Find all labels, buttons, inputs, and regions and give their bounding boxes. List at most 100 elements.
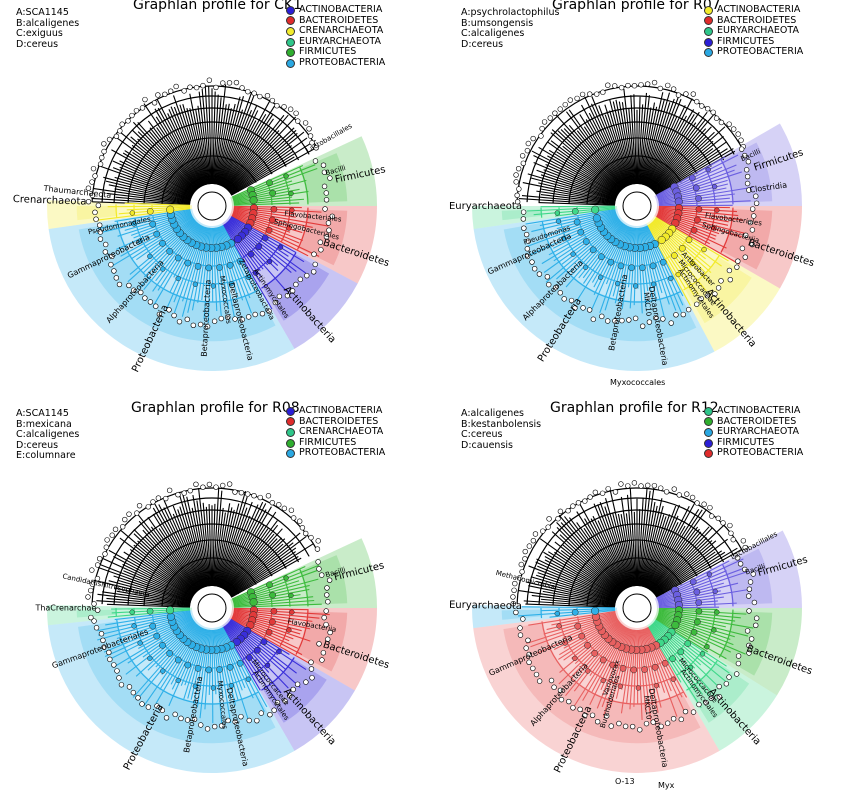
clade-node [650,263,656,269]
leaf-node [566,508,571,513]
leaf-node [540,529,545,534]
clade-node [668,276,673,281]
leaf-node [324,191,329,196]
leaf-node [699,104,704,109]
leaf-node [108,262,113,267]
clade-node [600,657,606,663]
leaf-node [321,163,326,168]
leaf-node [194,482,199,487]
branch [561,130,621,191]
clade-node [706,167,711,172]
leaf-node [548,116,553,121]
clade-node [166,606,174,614]
leaf-node [156,496,161,501]
leaf-node [609,724,614,729]
leaf-node [227,80,232,85]
clade-node [250,598,258,606]
leaf-node [552,685,557,690]
leaf-node [127,512,132,517]
leaf-node [582,499,587,504]
leaf-node [319,573,324,578]
leaf-node [717,684,722,689]
leaf-node [111,663,116,668]
clade-label: ThaCrenarchae [34,604,96,613]
leaf-node [322,184,327,189]
leaf-node [605,319,610,324]
branch-arc [541,208,542,218]
leaf-node [102,149,107,154]
leaf-node [563,102,568,107]
leaf-node [324,197,329,202]
clade-node [237,660,243,666]
leaf-node [94,217,99,222]
clade-node [555,611,560,616]
clade-node [695,195,701,201]
leaf-node [113,527,118,532]
leaf-node [747,587,752,592]
leaf-node [519,562,524,567]
leaf-node [110,533,115,538]
leaf-node [754,201,759,206]
clade-node [130,610,135,615]
clade-node [556,219,561,224]
clade-node [160,669,165,674]
leaf-node [518,633,523,638]
leaf-node [91,166,96,171]
leaf-node [540,126,545,131]
leaf-node [313,159,318,164]
leaf-node [520,569,525,574]
clade-node [660,259,666,265]
leaf-node [136,695,141,700]
leaf-node [90,180,95,185]
leaf-node [632,83,637,88]
leaf-node [587,92,592,97]
clade-node [175,255,181,261]
leaf-node [644,721,649,726]
panel-r07: Graphlan profile for R07 A:psychrolactop… [425,0,850,400]
leaf-node [520,617,525,622]
leaf-node [580,92,585,97]
leaf-node [652,483,657,488]
clade-node [694,217,700,223]
leaf-node [599,314,604,319]
leaf-node [282,104,287,109]
leaf-node [744,167,749,172]
leaf-node [300,525,305,530]
leaf-node [606,486,611,491]
leaf-node [671,87,676,92]
cladogram: FirmicutesClostridiaBacteroidetesActinob… [425,0,850,400]
leaf-node [665,83,670,88]
leaf-node [311,269,316,274]
leaf-node [613,490,618,495]
leaf-node [324,609,329,614]
branch [659,205,733,206]
leaf-node [131,690,136,695]
leaf-node [291,516,296,521]
leaf-node [245,492,250,497]
leaf-node [727,675,732,680]
leaf-node [270,98,275,103]
leaf-node [308,134,313,139]
clade-node [691,629,697,635]
clade-node [598,254,604,260]
leaf-node [690,495,695,500]
leaf-node [530,260,535,265]
leaf-node [552,111,557,116]
leaf-node [266,493,271,498]
leaf-node [95,563,100,568]
leaf-node [731,127,736,132]
clade-node [154,633,160,639]
clade-node [289,191,294,196]
leaf-node [201,83,206,88]
leaf-node [140,702,145,707]
clade-node [167,248,173,254]
leaf-node [571,705,576,710]
leaf-node [312,252,317,257]
leaf-node [681,312,686,317]
leaf-node [518,626,523,631]
clade-node [691,227,697,233]
leaf-node [708,505,713,510]
leaf-node [240,85,245,90]
leaf-node [246,314,251,319]
leaf-node [600,90,605,95]
